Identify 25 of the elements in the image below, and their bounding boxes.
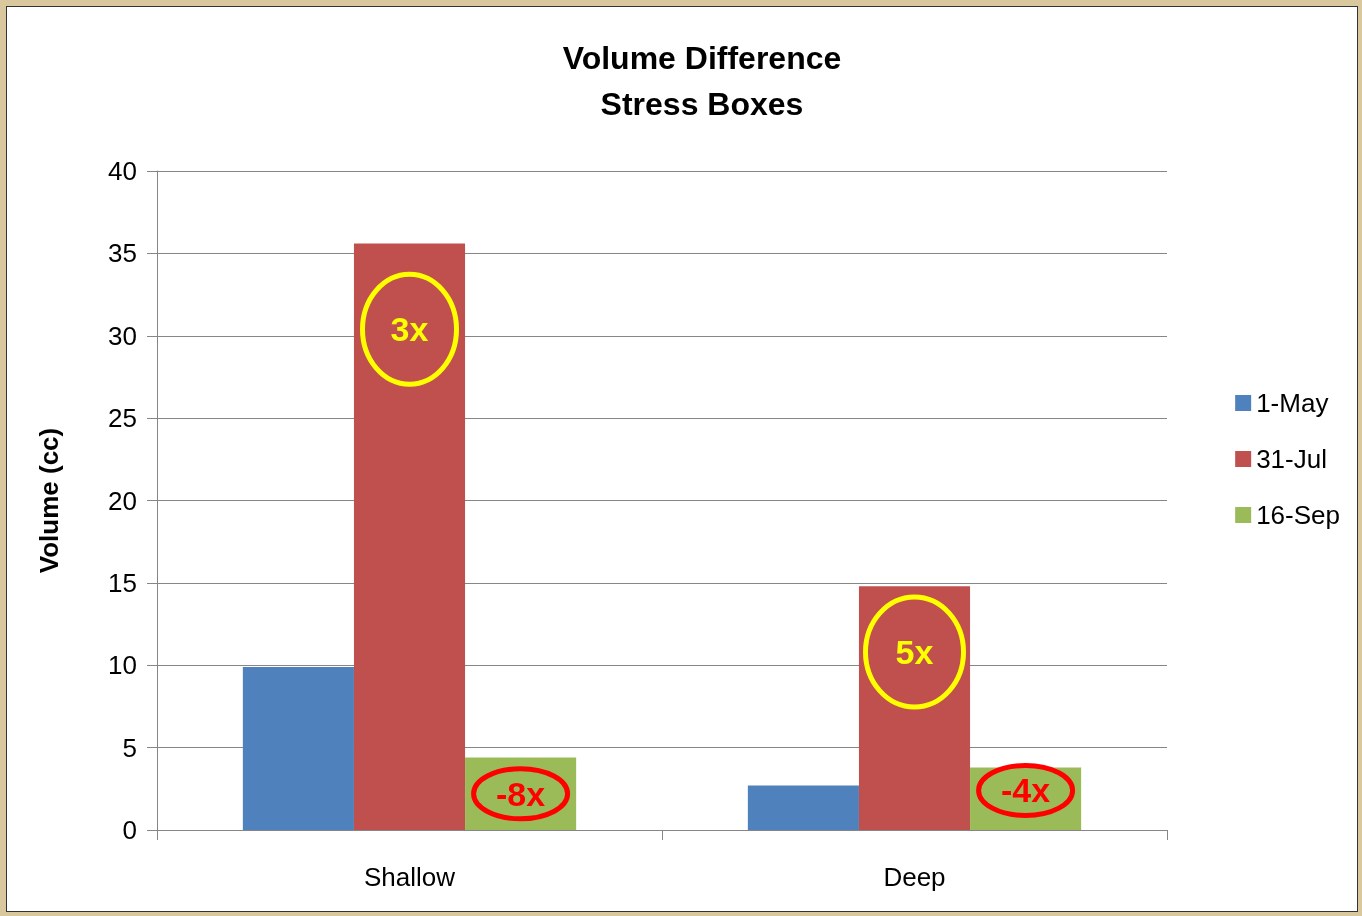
y-tick-label: 20 bbox=[108, 485, 137, 516]
y-tick-label: 15 bbox=[108, 567, 137, 598]
y-tick-label: 25 bbox=[108, 403, 137, 434]
chart-subtitle: Stress Boxes bbox=[600, 86, 804, 122]
legend-label: 16-Sep bbox=[1256, 500, 1340, 530]
chart-title: Volume Difference bbox=[562, 40, 842, 76]
bar bbox=[858, 586, 971, 830]
y-axis-title: Volume (cc) bbox=[34, 427, 64, 574]
x-tick-label: Deep bbox=[883, 862, 946, 892]
annotation: 3x bbox=[390, 310, 429, 349]
annotation: -4x bbox=[1001, 771, 1051, 810]
y-tick-label: 40 bbox=[108, 156, 137, 186]
bar bbox=[242, 666, 354, 830]
y-tick-label: 0 bbox=[122, 815, 137, 845]
bar bbox=[747, 785, 859, 830]
legend-label: 1-May bbox=[1256, 388, 1329, 418]
y-tick-label: 30 bbox=[108, 320, 137, 351]
y-tick-label: 5 bbox=[122, 732, 137, 763]
annotation: 5x bbox=[895, 633, 934, 672]
y-tick-label: 35 bbox=[108, 238, 137, 269]
x-tick-label: Shallow bbox=[363, 862, 456, 892]
bar bbox=[353, 243, 466, 830]
annotation: -8x bbox=[496, 774, 546, 813]
y-tick-label: 10 bbox=[108, 650, 137, 681]
legend-label: 31-Jul bbox=[1256, 444, 1327, 474]
